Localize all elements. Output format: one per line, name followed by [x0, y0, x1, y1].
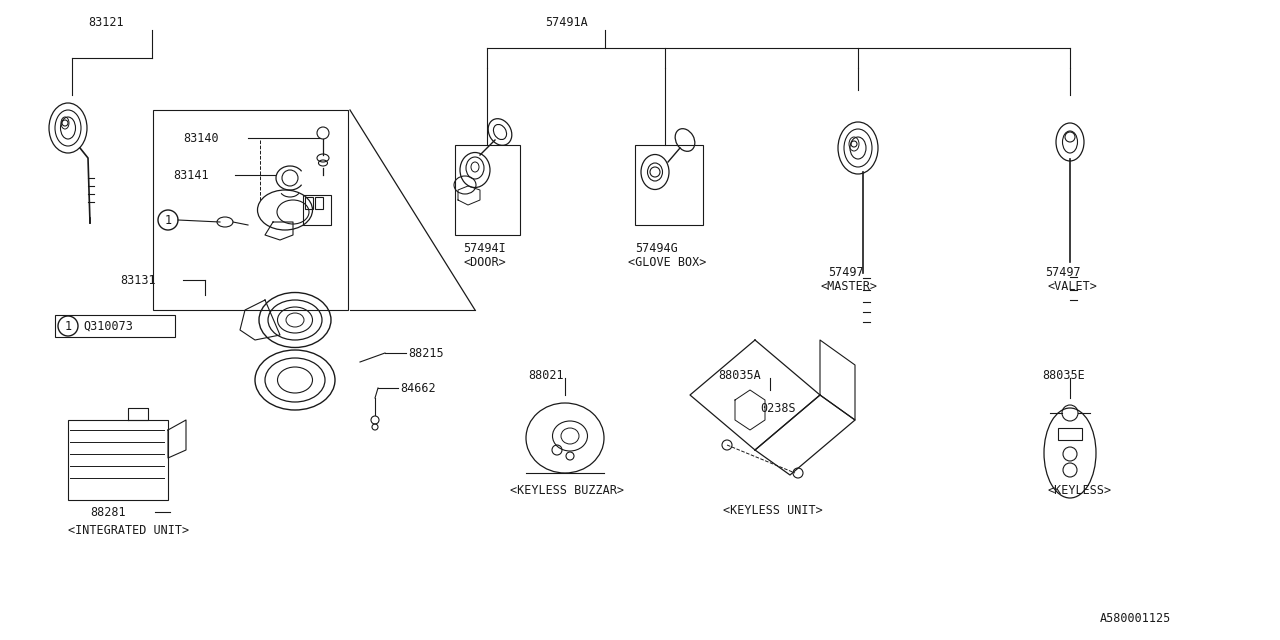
Text: 83131: 83131	[120, 273, 156, 287]
Text: <KEYLESS>: <KEYLESS>	[1048, 483, 1112, 497]
Text: 1: 1	[64, 319, 72, 333]
Text: <VALET>: <VALET>	[1047, 280, 1097, 292]
Text: 0238S: 0238S	[760, 401, 796, 415]
Bar	[305, 197, 314, 209]
Text: 88021: 88021	[529, 369, 563, 381]
Bar	[454, 145, 520, 235]
Text: <KEYLESS UNIT>: <KEYLESS UNIT>	[723, 504, 823, 516]
Bar	[55, 315, 175, 337]
Bar	[154, 110, 348, 310]
Text: 57494I: 57494I	[463, 241, 506, 255]
Text: 88281: 88281	[90, 506, 125, 518]
Text: 88035E: 88035E	[1042, 369, 1084, 381]
Text: 57497: 57497	[828, 266, 864, 278]
Text: <INTEGRATED UNIT>: <INTEGRATED UNIT>	[68, 524, 189, 536]
Text: A580001125: A580001125	[1100, 611, 1171, 625]
Text: <MASTER>: <MASTER>	[820, 280, 877, 292]
Bar	[635, 145, 703, 225]
Text: 83140: 83140	[183, 131, 219, 145]
Text: 57497: 57497	[1044, 266, 1080, 278]
Text: 88035A: 88035A	[718, 369, 760, 381]
Text: Q310073: Q310073	[83, 319, 133, 333]
Text: <KEYLESS BUZZAR>: <KEYLESS BUZZAR>	[509, 483, 625, 497]
Text: 83121: 83121	[88, 15, 124, 29]
Text: 84662: 84662	[401, 381, 435, 394]
Text: 88215: 88215	[408, 346, 444, 360]
Text: 57494G: 57494G	[635, 241, 677, 255]
Bar	[1059, 428, 1082, 440]
Bar	[68, 420, 168, 500]
Text: 57491A: 57491A	[545, 15, 588, 29]
Text: 83141: 83141	[173, 168, 209, 182]
Bar	[303, 195, 332, 225]
Bar	[315, 197, 323, 209]
Text: <DOOR>: <DOOR>	[463, 255, 506, 269]
Text: 1: 1	[164, 214, 172, 227]
Text: <GLOVE BOX>: <GLOVE BOX>	[628, 255, 707, 269]
